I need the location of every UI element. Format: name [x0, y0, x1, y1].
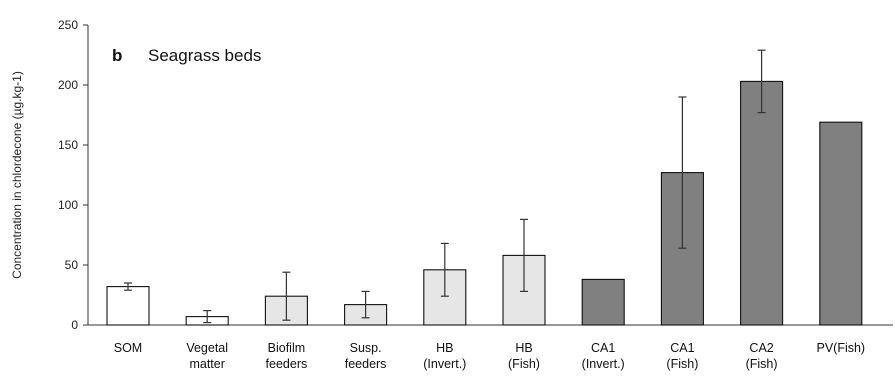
x-tick-label: HB — [436, 341, 453, 355]
error-bar — [678, 96, 687, 249]
y-tick-label: 150 — [58, 138, 78, 152]
x-tick-label: Vegetal — [186, 341, 228, 355]
x-tick-labels: SOM Vegetal matter Biofilm feeders Susp. feede… — [114, 341, 865, 371]
x-tick-label: (Fish) — [746, 357, 778, 371]
y-tick-label: 0 — [71, 318, 78, 332]
bars-group — [106, 49, 863, 326]
chart-title: Seagrass beds — [148, 46, 261, 65]
x-tick-label: (Fish) — [666, 357, 698, 371]
x-tick-label: PV(Fish) — [816, 341, 865, 355]
x-tick-label: Susp. — [350, 341, 382, 355]
error-bar — [124, 282, 132, 291]
x-tick-label: SOM — [114, 341, 142, 355]
x-tick-label: (Invert.) — [582, 357, 625, 371]
x-tick-label: CA2 — [749, 341, 773, 355]
x-tick-label: (Invert.) — [423, 357, 466, 371]
panel-letter: b — [112, 46, 122, 65]
x-tick-label: feeders — [345, 357, 387, 371]
y-tick-label: 250 — [58, 18, 78, 32]
x-tick-label: feeders — [266, 357, 308, 371]
x-tick-label: CA1 — [591, 341, 615, 355]
y-axis-label: Concentration in chlordecone (µg.kg-1) — [10, 71, 24, 279]
y-tick-label: 100 — [58, 198, 78, 212]
error-bar — [520, 218, 528, 292]
x-tick-label: matter — [189, 357, 224, 371]
bar — [740, 80, 784, 326]
error-bar — [203, 310, 212, 324]
x-tick-label: CA1 — [670, 341, 694, 355]
bar — [581, 278, 625, 326]
bar — [106, 286, 150, 326]
x-tick-label: (Fish) — [508, 357, 540, 371]
error-bar — [757, 49, 766, 114]
error-bar — [440, 242, 449, 297]
x-tick-label: HB — [515, 341, 532, 355]
bar — [819, 121, 863, 326]
error-bar — [361, 290, 370, 319]
y-tick-label: 200 — [58, 78, 78, 92]
error-bar — [282, 271, 291, 321]
x-tick-label: Biofilm — [268, 341, 306, 355]
y-tick-label: 50 — [65, 258, 79, 272]
